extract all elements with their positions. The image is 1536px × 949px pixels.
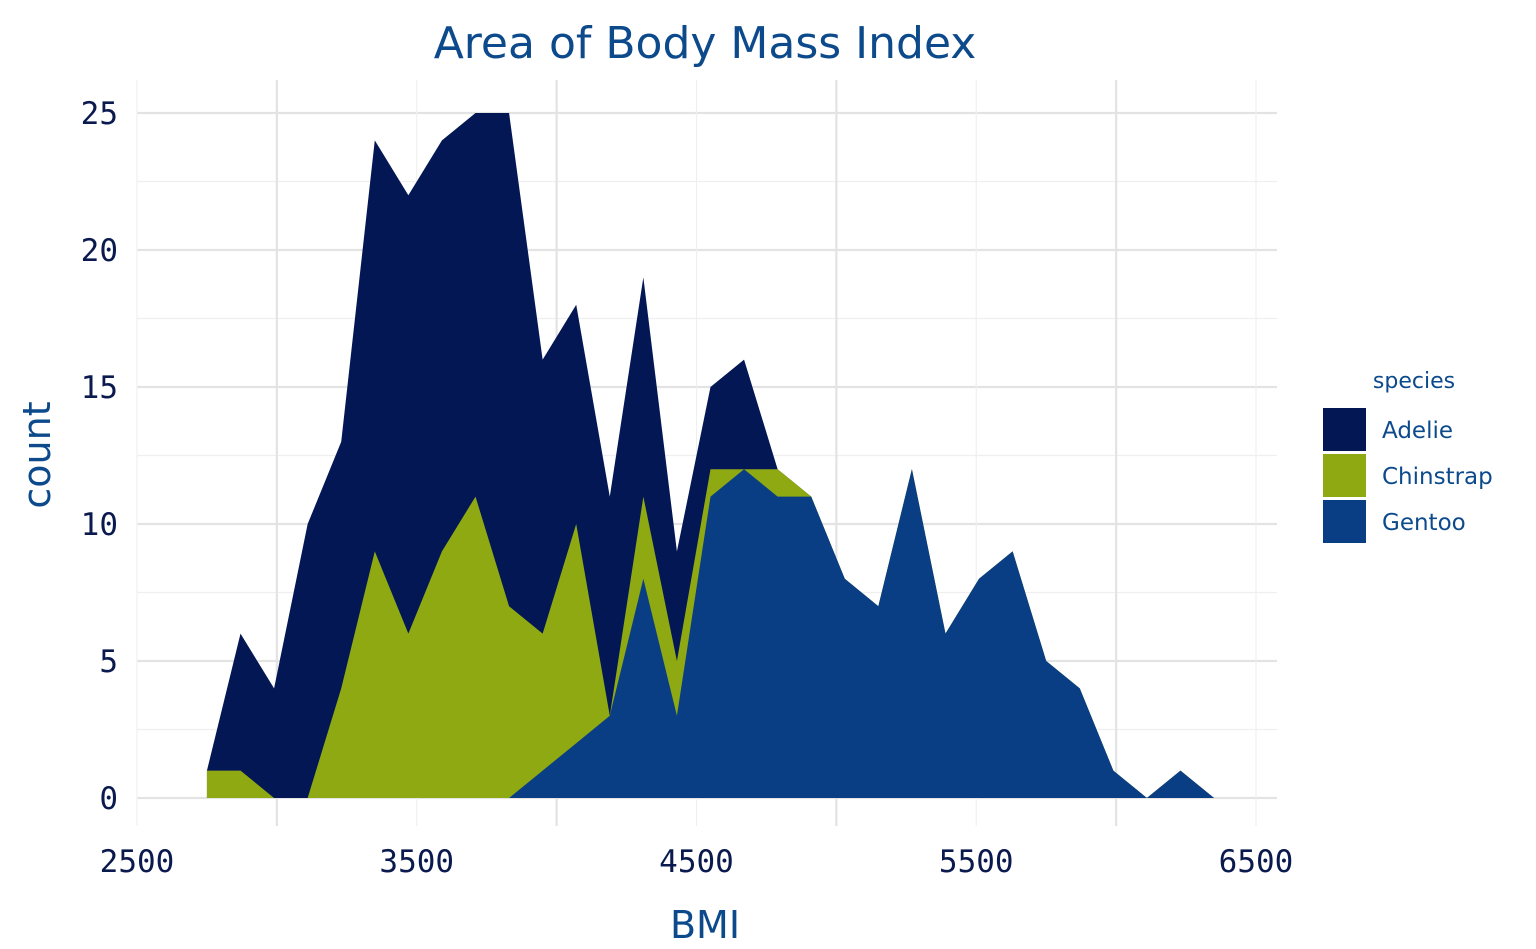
legend-title: species (1373, 369, 1455, 394)
legend-label-adelie: Adelie (1382, 418, 1453, 444)
x-tick-label: 4500 (659, 844, 734, 880)
y-tick-label: 15 (81, 370, 118, 406)
plot-areas (206, 113, 1215, 798)
area-gentoo (206, 469, 1215, 798)
y-axis-title: count (15, 401, 59, 508)
x-tick-label: 6500 (1219, 844, 1294, 880)
legend-swatch-chinstrap (1323, 454, 1366, 497)
legend-swatch-gentoo (1323, 500, 1366, 543)
x-axis-ticks: 2500 3500 4500 5500 6500 (100, 844, 1294, 880)
y-tick-label: 25 (81, 96, 118, 132)
legend-label-chinstrap: Chinstrap (1382, 464, 1493, 490)
y-axis-ticks: 0 5 10 15 20 25 (81, 96, 118, 817)
chart-title: Area of Body Mass Index (434, 18, 977, 69)
y-tick-label: 10 (81, 507, 118, 543)
legend-label-gentoo: Gentoo (1382, 510, 1466, 536)
y-tick-label: 5 (99, 644, 118, 680)
y-tick-label: 20 (81, 233, 118, 269)
x-tick-label: 3500 (379, 844, 454, 880)
y-tick-label: 0 (99, 781, 118, 817)
x-axis-title: BMI (670, 903, 740, 947)
legend: species Adelie Chinstrap Gentoo (1323, 369, 1493, 543)
legend-swatch-adelie (1323, 408, 1366, 451)
x-tick-label: 5500 (939, 844, 1014, 880)
x-tick-label: 2500 (100, 844, 175, 880)
